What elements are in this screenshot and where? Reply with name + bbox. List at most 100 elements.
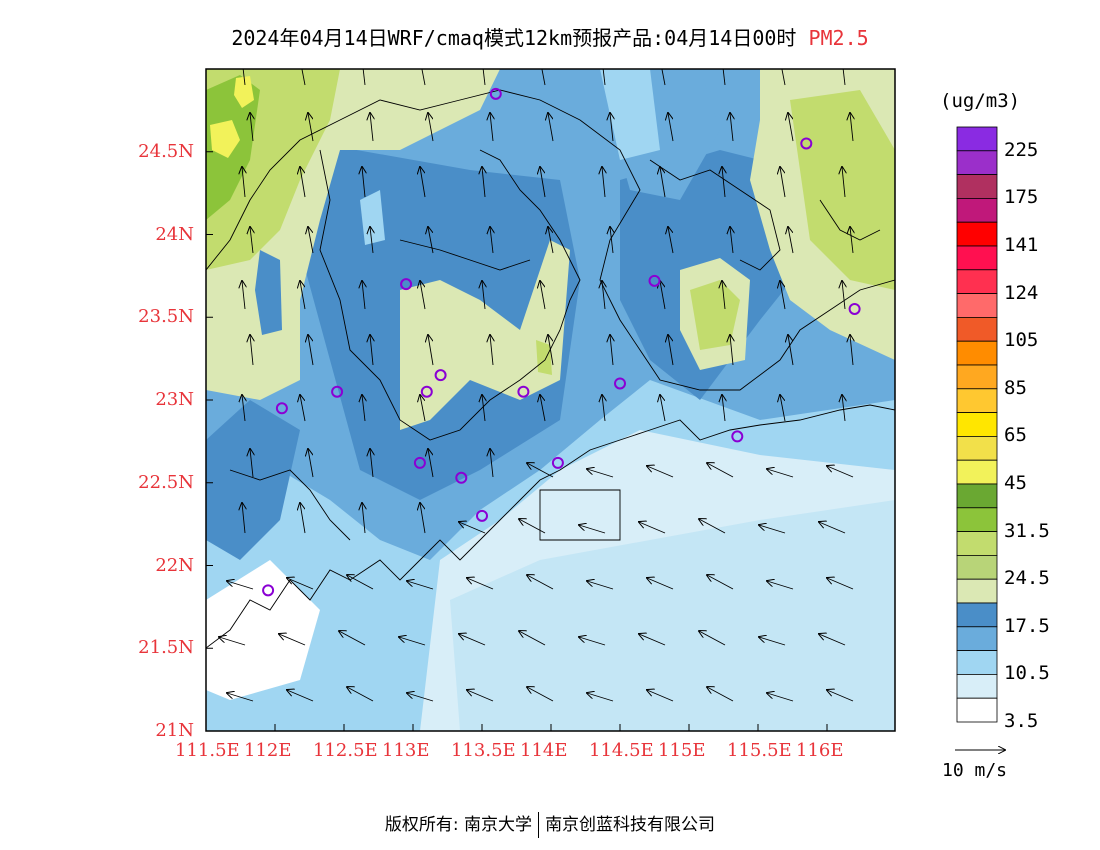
lon-tick-label: 111.5E — [175, 740, 240, 761]
lon-tick-label: 116E — [796, 740, 844, 761]
wind-vector — [842, 69, 846, 86]
wind-vector — [660, 395, 666, 422]
station-marker — [262, 584, 275, 597]
wind-vector — [788, 335, 794, 366]
wind-vector — [540, 395, 546, 422]
wind-vector — [850, 335, 853, 366]
wind-vector — [579, 525, 606, 534]
wind-vector — [527, 575, 554, 590]
colorbar-swatch — [956, 697, 998, 723]
wind-vector — [287, 578, 314, 590]
colorbar-label: 65 — [1004, 424, 1027, 447]
wind-vector — [722, 395, 725, 422]
wind-vector — [610, 113, 613, 142]
wind-vector — [699, 631, 726, 646]
wind-vector — [428, 227, 434, 254]
wind-vector — [219, 637, 246, 646]
wind-vector — [759, 637, 786, 646]
colorbar-swatch — [956, 245, 998, 271]
wind-vector — [421, 69, 426, 86]
wind-vector — [722, 281, 725, 310]
colorbar-swatch — [956, 150, 998, 176]
station-marker — [275, 402, 288, 415]
lat-tick-label: 24N — [155, 223, 194, 245]
colorbar-label: 105 — [1004, 329, 1039, 352]
wind-vector — [519, 631, 546, 646]
lat-tick-label: 22N — [155, 554, 194, 576]
colorbar-unit: (ug/m3) — [940, 90, 1021, 112]
colorbar-swatch — [956, 174, 998, 199]
wind-vector — [587, 693, 614, 702]
wind-vector — [482, 69, 486, 86]
wind-vector — [407, 581, 434, 590]
wind-vector — [300, 281, 306, 310]
wind-vector — [308, 227, 314, 254]
station-marker — [648, 274, 661, 287]
wind-vector — [519, 519, 546, 534]
station-marker — [731, 430, 744, 443]
wind-vector — [490, 335, 493, 366]
copyright-left: 版权所有: 南京大学 — [384, 815, 533, 835]
wind-vectors — [219, 69, 854, 702]
station-marker — [551, 456, 564, 469]
colorbar-swatch — [956, 340, 998, 366]
wind-vector — [482, 167, 485, 198]
wind-vector — [730, 113, 733, 142]
wind-vector — [482, 281, 485, 310]
wind-vector — [730, 227, 733, 254]
wind-vector — [308, 449, 314, 478]
station-marker — [400, 278, 413, 291]
lat-tick-label: 22.5N — [138, 471, 194, 493]
wind-vector — [767, 469, 794, 478]
wind-vector — [850, 113, 853, 142]
lat-tick-label: 23.5N — [138, 306, 194, 328]
wind-vector — [661, 69, 666, 86]
colorbar-swatch — [956, 650, 998, 675]
wind-vector — [287, 690, 314, 702]
colorbar-label: 10.5 — [1004, 662, 1050, 685]
lon-tick-label: 114E — [520, 740, 568, 761]
wind-vector — [362, 503, 365, 534]
wind-vector — [548, 335, 554, 366]
station-marker — [476, 509, 488, 522]
coastline-boundaries — [206, 89, 895, 649]
station-marker — [517, 385, 530, 398]
colorbar-label: 175 — [1004, 186, 1039, 209]
colorbar-swatch — [956, 197, 998, 223]
wind-vector — [459, 634, 486, 646]
colorbar-swatch — [956, 507, 998, 532]
pm25-field — [206, 69, 895, 731]
wind-vector — [647, 690, 674, 702]
wind-vector — [482, 395, 485, 422]
wind-vector — [610, 335, 613, 366]
wind-vector — [227, 693, 254, 702]
colorbar-swatch — [956, 435, 998, 461]
wind-vector — [347, 575, 374, 590]
wind-vector — [647, 466, 674, 478]
wind-vector — [660, 281, 666, 310]
copyright-right: 南京创蓝科技有限公司 — [545, 815, 716, 835]
wind-vector — [527, 687, 554, 702]
wind-vector — [242, 167, 245, 198]
reference-vector-label: 10 m/s — [942, 760, 1008, 781]
wind-vector — [780, 281, 786, 310]
wind-vector — [250, 227, 253, 254]
wind-vector — [587, 581, 614, 590]
wind-vector — [428, 449, 434, 478]
wind-vector — [668, 113, 674, 142]
wind-vector — [279, 634, 306, 646]
wind-vector — [827, 690, 854, 702]
wind-vector — [767, 693, 794, 702]
colorbar-swatch — [956, 126, 998, 152]
wind-vector — [467, 578, 494, 590]
wind-vector — [660, 167, 666, 198]
wind-vector — [250, 113, 253, 142]
wind-vector — [308, 335, 314, 366]
wind-vector — [428, 335, 434, 366]
station-marker — [434, 369, 447, 382]
wind-vector — [730, 335, 733, 366]
wind-vector — [490, 113, 493, 142]
wind-vector — [347, 687, 374, 702]
wind-vector — [759, 525, 786, 534]
